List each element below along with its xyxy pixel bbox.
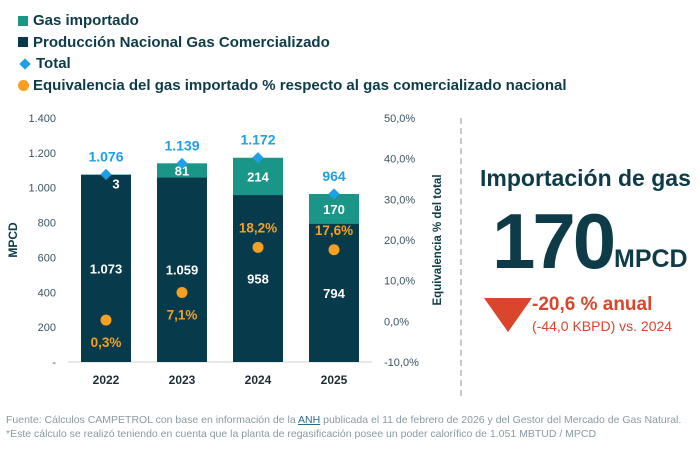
y2-tick-label: 20,0% xyxy=(384,235,415,247)
equivalence-label: 7,1% xyxy=(167,307,198,322)
bar-national xyxy=(157,177,207,362)
y-tick-label: 400 xyxy=(38,287,56,299)
x-tick-label: 2025 xyxy=(321,373,348,387)
anh-link[interactable]: ANH xyxy=(298,414,321,426)
bar-national-label: 958 xyxy=(247,272,269,287)
bar-imported xyxy=(157,163,207,178)
legend-item-total: Total xyxy=(18,53,567,75)
panel-unit: MPCD xyxy=(614,245,688,273)
y-tick-label: 1.000 xyxy=(28,183,56,195)
total-label: 964 xyxy=(322,168,346,184)
total-label: 1.076 xyxy=(88,148,123,164)
down-triangle-icon xyxy=(484,298,532,332)
x-tick-label: 2022 xyxy=(93,373,120,387)
total-label: 1.172 xyxy=(240,132,275,148)
y-tick-label: 800 xyxy=(38,218,56,230)
legend: Gas importado Producción Nacional Gas Co… xyxy=(18,10,567,96)
bar-national xyxy=(233,195,283,362)
panel-change-detail: (-44,0 KBPD) vs. 2024 xyxy=(532,318,673,334)
y-tick-label: 1.200 xyxy=(28,148,56,160)
equivalence-dot xyxy=(176,286,188,298)
y-tick-label: 600 xyxy=(38,252,56,264)
bar-imported xyxy=(233,157,283,196)
panel-change: -20,6 % anual xyxy=(532,294,653,315)
panel-value: 170 xyxy=(492,197,616,285)
bar-national-label: 1.073 xyxy=(90,261,123,276)
legend-item-national: Producción Nacional Gas Comercializado xyxy=(18,32,567,54)
bar-imported-label: 170 xyxy=(323,202,345,217)
equivalence-dot xyxy=(328,244,340,256)
equivalence-label: 17,6% xyxy=(315,223,353,238)
legend-item-imported: Gas importado xyxy=(18,10,567,32)
y2-tick-label: 40,0% xyxy=(384,154,415,166)
total-marker xyxy=(328,188,340,200)
summary-panel: Importación de gas 170 MPCD -20,6 % anua… xyxy=(460,118,700,396)
x-tick-label: 2023 xyxy=(169,373,196,387)
y-tick-label: - xyxy=(52,357,56,369)
y-tick-label: 200 xyxy=(38,322,56,334)
legend-item-equivalence: Equivalencia del gas importado % respect… xyxy=(18,75,567,97)
total-label: 1.139 xyxy=(164,137,199,153)
x-tick-label: 2024 xyxy=(245,373,272,387)
y2-tick-label: 50,0% xyxy=(384,113,415,125)
y2-tick-label: 10,0% xyxy=(384,276,415,288)
y2-axis-label: Equivalencia % del total xyxy=(432,174,444,305)
bar-imported-label: 214 xyxy=(247,169,269,184)
square-icon xyxy=(18,37,28,48)
square-icon xyxy=(18,15,28,26)
y2-tick-label: -10,0% xyxy=(384,357,419,369)
y-axis-label: MPCD xyxy=(6,222,20,258)
panel-title: Importación de gas xyxy=(480,165,691,191)
footer: Fuente: Cálculos CAMPETROL con base en i… xyxy=(6,414,682,440)
total-marker xyxy=(252,152,264,164)
bar-national xyxy=(81,174,131,362)
equivalence-label: 0,3% xyxy=(91,335,122,350)
equivalence-label: 18,2% xyxy=(239,220,277,235)
chart: - 200 400 600 800 1.000 1.200 1.400 -10,0% 0,0% 10… xyxy=(6,113,444,387)
y-tick-label: 1.400 xyxy=(28,113,56,125)
bar-national-label: 794 xyxy=(323,286,345,301)
total-marker xyxy=(176,157,188,170)
y2-tick-label: 0,0% xyxy=(384,316,409,328)
bar-imported-label: 81 xyxy=(175,163,189,178)
bar-imported-label: 3 xyxy=(112,176,119,191)
circle-icon xyxy=(18,79,29,91)
bar-national-label: 1.059 xyxy=(166,263,199,278)
equivalence-dot xyxy=(252,241,264,253)
y2-tick-label: 30,0% xyxy=(384,194,415,206)
equivalence-dot xyxy=(100,314,112,326)
